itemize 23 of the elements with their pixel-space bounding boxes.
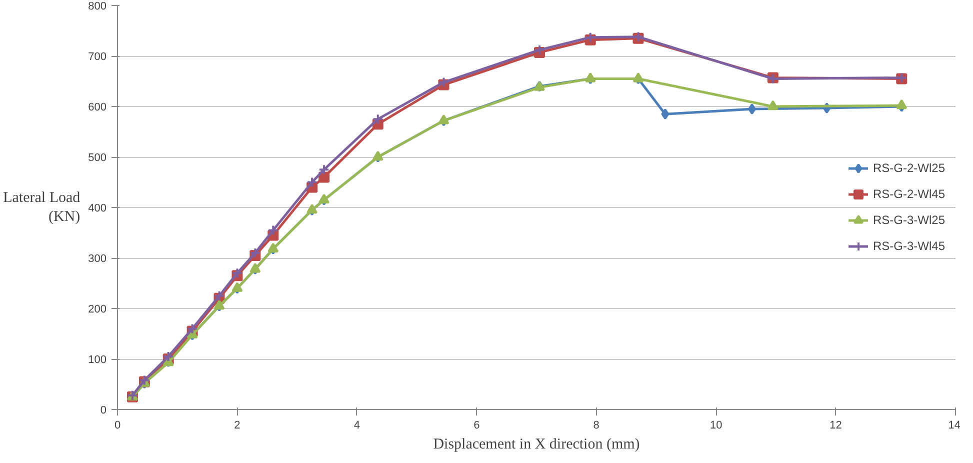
y-tick-label: 200 xyxy=(88,304,107,316)
x-tick-label: 14 xyxy=(948,420,961,432)
x-tick-label: 4 xyxy=(354,420,360,432)
y-tick-label: 800 xyxy=(88,0,107,12)
y-tick-label: 400 xyxy=(88,202,107,214)
x-tick-label: 12 xyxy=(830,420,842,432)
x-axis-title: Displacement in X direction (mm) xyxy=(433,436,640,452)
y-tick-label: 700 xyxy=(88,51,107,63)
y-tick-label: 600 xyxy=(88,102,107,114)
x-tick-label: 2 xyxy=(234,420,240,432)
legend-label: RS-G-3-Wl25 xyxy=(872,213,945,227)
y-tick-label: 0 xyxy=(100,404,107,416)
x-tick-label: 6 xyxy=(474,420,480,432)
y-tick-label: 500 xyxy=(88,152,107,164)
y-tick-label: 300 xyxy=(88,253,107,265)
legend-label: RS-G-3-Wl45 xyxy=(872,239,945,253)
x-tick-label: 10 xyxy=(710,420,722,432)
y-tick-label: 100 xyxy=(88,354,107,366)
x-tick-label: 0 xyxy=(114,420,121,432)
y-axis-title: Lateral Load (KN) xyxy=(3,190,81,226)
legend-label: RS-G-2-Wl25 xyxy=(872,161,945,175)
x-tick-label: 8 xyxy=(593,420,600,432)
legend-label: RS-G-2-Wl45 xyxy=(872,187,945,201)
